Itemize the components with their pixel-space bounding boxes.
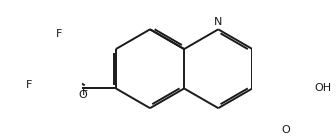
Text: F: F [26, 80, 32, 90]
Text: OH: OH [314, 83, 332, 93]
Text: O: O [78, 90, 87, 100]
Text: N: N [214, 17, 222, 27]
Text: F: F [56, 29, 62, 39]
Text: F: F [82, 87, 88, 97]
Text: O: O [282, 125, 290, 135]
